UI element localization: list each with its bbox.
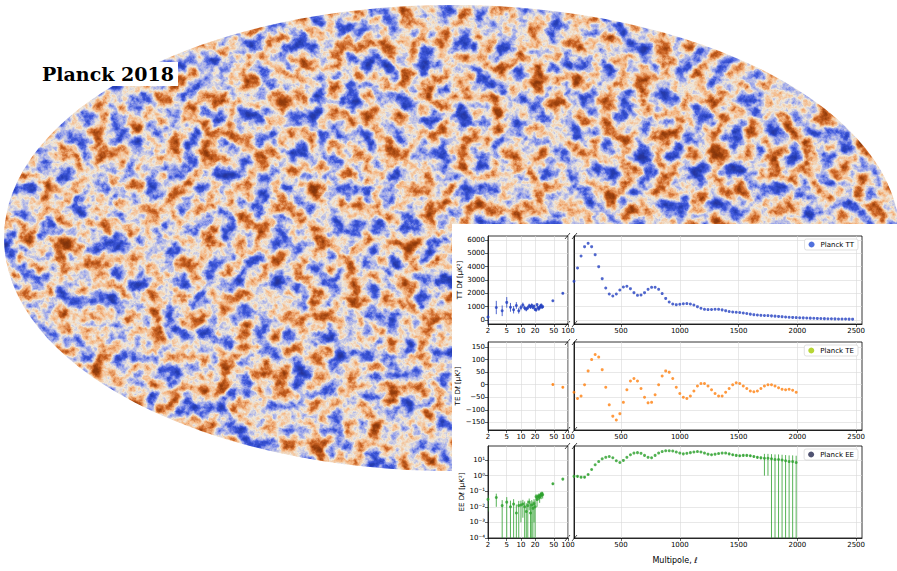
svg-text:−100: −100 (466, 406, 485, 414)
svg-text:10: 10 (516, 433, 525, 441)
svg-text:Planck EE: Planck EE (820, 451, 854, 459)
svg-text:10⁻⁴: 10⁻⁴ (470, 534, 486, 542)
svg-text:10: 10 (516, 541, 525, 549)
svg-text:2000: 2000 (788, 327, 806, 335)
svg-text:1500: 1500 (730, 541, 748, 549)
svg-text:50: 50 (549, 433, 558, 441)
svg-text:100: 100 (561, 327, 574, 335)
svg-text:500: 500 (614, 327, 627, 335)
svg-text:5: 5 (505, 327, 509, 335)
svg-text:10⁻¹: 10⁻¹ (470, 487, 486, 495)
svg-text:2000: 2000 (467, 289, 485, 297)
svg-text:500: 500 (614, 541, 627, 549)
svg-text:5000: 5000 (467, 249, 485, 257)
svg-text:2500: 2500 (847, 541, 865, 549)
svg-text:20: 20 (531, 541, 540, 549)
svg-text:500: 500 (614, 433, 627, 441)
svg-text:1000: 1000 (671, 327, 689, 335)
svg-text:1500: 1500 (730, 327, 748, 335)
svg-text:10¹: 10¹ (473, 456, 485, 464)
svg-text:2: 2 (486, 433, 490, 441)
svg-text:2: 2 (486, 327, 490, 335)
svg-text:10⁻²: 10⁻² (470, 503, 486, 511)
svg-text:3000: 3000 (467, 276, 485, 284)
svg-text:Planck TE: Planck TE (820, 347, 854, 355)
svg-text:5: 5 (505, 541, 509, 549)
svg-text:20: 20 (531, 433, 540, 441)
svg-text:5: 5 (505, 433, 509, 441)
svg-text:150: 150 (472, 343, 485, 351)
svg-text:10⁻³: 10⁻³ (470, 518, 486, 526)
html-text:Planck 2018: Planck 2018 (42, 63, 174, 85)
svg-text:EE Dℓ [μK²]: EE Dℓ [μK²] (458, 472, 466, 511)
svg-text:0: 0 (481, 381, 485, 389)
svg-text:100: 100 (561, 433, 574, 441)
svg-text:2000: 2000 (788, 541, 806, 549)
svg-text:2000: 2000 (788, 433, 806, 441)
svg-text:10: 10 (516, 327, 525, 335)
svg-text:0: 0 (481, 316, 485, 324)
svg-text:2500: 2500 (847, 327, 865, 335)
svg-text:2: 2 (486, 541, 490, 549)
svg-text:TE Dℓ [μK²]: TE Dℓ [μK²] (454, 366, 462, 406)
svg-text:4000: 4000 (467, 263, 485, 271)
svg-text:−150: −150 (466, 418, 485, 426)
svg-text:1500: 1500 (730, 433, 748, 441)
svg-text:2500: 2500 (847, 433, 865, 441)
svg-text:Planck TT: Planck TT (821, 241, 855, 249)
svg-text:1000: 1000 (671, 433, 689, 441)
svg-text:100: 100 (472, 356, 485, 364)
svg-text:6000: 6000 (467, 236, 485, 244)
svg-text:1000: 1000 (671, 541, 689, 549)
svg-text:100: 100 (561, 541, 574, 549)
svg-text:20: 20 (531, 327, 540, 335)
svg-text:Multipole, ℓ: Multipole, ℓ (652, 556, 697, 565)
svg-text:TT Dℓ [μK²]: TT Dℓ [μK²] (456, 261, 464, 301)
svg-text:10⁰: 10⁰ (473, 472, 485, 480)
svg-text:1000: 1000 (467, 303, 485, 311)
svg-text:−50: −50 (470, 393, 485, 401)
svg-text:50: 50 (549, 327, 558, 335)
svg-text:50: 50 (549, 541, 558, 549)
svg-text:50: 50 (476, 368, 485, 376)
